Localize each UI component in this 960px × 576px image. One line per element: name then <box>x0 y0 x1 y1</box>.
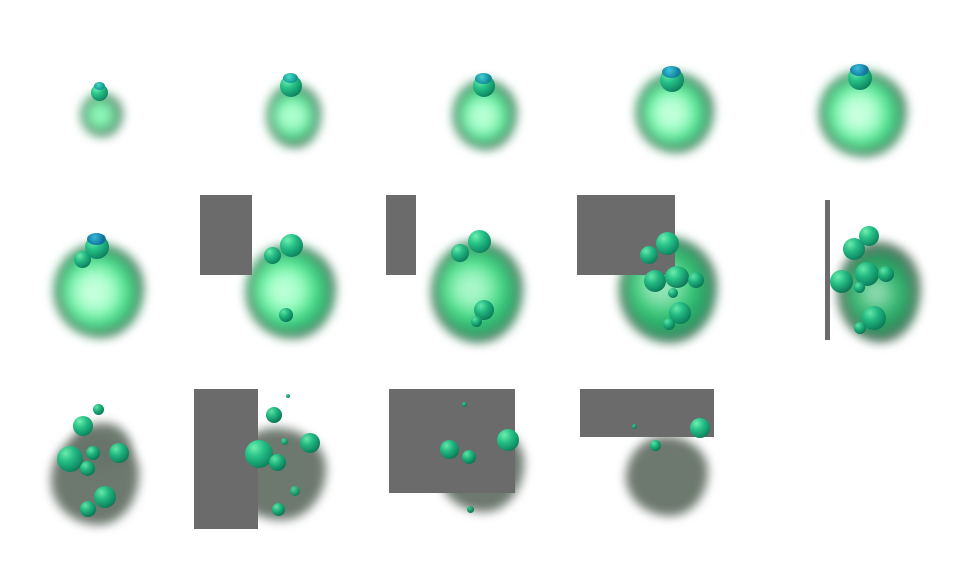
bead <box>73 416 93 436</box>
bead <box>830 270 853 293</box>
spheroid-render-r3c4 <box>570 380 740 530</box>
spheroid-render-r2c5 <box>800 190 960 355</box>
bead <box>94 486 116 508</box>
bead <box>440 440 459 459</box>
occlusion-bar <box>825 200 830 340</box>
occlusion-mask <box>200 195 252 275</box>
bead <box>109 443 129 463</box>
bead <box>467 506 474 513</box>
bead <box>462 402 467 407</box>
fluorescence-core-inner <box>71 265 121 317</box>
bead <box>688 272 704 288</box>
bead-cap <box>94 82 105 90</box>
bead <box>286 394 290 398</box>
panel-r3c4[interactable] <box>570 380 740 530</box>
bead-cap <box>662 66 681 78</box>
bead <box>264 247 281 264</box>
bead <box>290 486 300 496</box>
panel-r1c2[interactable] <box>250 55 380 175</box>
bead <box>859 226 879 246</box>
bead <box>86 446 100 460</box>
panel-r1c3[interactable] <box>440 55 570 175</box>
bead-cap <box>850 64 869 76</box>
spheroid-render-r3c3 <box>380 380 550 530</box>
bead <box>80 501 96 517</box>
bead <box>245 440 273 468</box>
fluorescence-core-inner <box>651 90 693 136</box>
spheroid-render-r1c5 <box>810 50 955 175</box>
bead <box>650 440 661 451</box>
bead <box>669 302 691 324</box>
fluorescence-core-inner <box>90 104 110 124</box>
panel-r2c3[interactable] <box>380 190 540 355</box>
bead-cap <box>475 73 492 84</box>
bead <box>663 318 675 330</box>
panel-r1c1[interactable] <box>60 60 180 170</box>
spheroid-render-r2c1 <box>45 225 185 355</box>
bead <box>668 288 678 298</box>
bead <box>279 308 293 322</box>
spheroid-render-r2c2 <box>190 190 350 355</box>
bead <box>272 503 285 516</box>
spheroid-render-r1c1 <box>60 60 180 170</box>
bead <box>656 232 679 255</box>
bead <box>281 438 288 445</box>
bead <box>57 446 83 472</box>
panel-r2c1[interactable] <box>45 225 185 355</box>
panel-r3c1[interactable] <box>35 385 195 540</box>
spheroid-render-r3c1 <box>35 385 195 540</box>
panel-r3c3[interactable] <box>380 380 550 530</box>
panel-r2c4[interactable] <box>570 190 740 355</box>
bead <box>474 300 494 320</box>
spheroid-render-r2c3 <box>380 190 540 355</box>
bead <box>640 246 658 264</box>
bead <box>266 407 282 423</box>
bead <box>451 244 469 262</box>
bead <box>471 316 482 327</box>
spheroid-render-r1c2 <box>250 55 380 175</box>
bead <box>843 238 865 260</box>
bead <box>878 266 894 282</box>
bead <box>280 234 303 257</box>
bead <box>300 433 320 453</box>
bead <box>854 322 866 334</box>
bead <box>269 454 286 471</box>
spheroid-render-r3c5 <box>800 380 950 530</box>
panel-r1c5[interactable] <box>810 50 955 175</box>
spheroid-render-r3c2 <box>190 380 350 540</box>
bead <box>862 306 886 330</box>
bead <box>665 266 689 288</box>
spheroid-render-r1c3 <box>440 55 570 175</box>
bead <box>468 230 491 253</box>
bead-cap <box>87 233 106 245</box>
panel-r3c5[interactable] <box>800 380 950 530</box>
bead <box>80 461 95 476</box>
panel-r2c5[interactable] <box>800 190 960 355</box>
spheroid-render-r2c4 <box>570 190 740 355</box>
bead <box>462 450 476 464</box>
bead <box>690 418 710 438</box>
panel-r1c4[interactable] <box>625 50 765 175</box>
fluorescence-core-inner <box>466 97 500 137</box>
bead <box>644 270 666 292</box>
fluorescence-core-inner <box>836 88 884 138</box>
panel-r3c2[interactable] <box>190 380 350 540</box>
bead <box>497 429 519 451</box>
spheroid-render-r1c4 <box>625 50 765 175</box>
bead <box>93 404 104 415</box>
bead <box>74 251 91 268</box>
fluorescence-core-inner <box>262 266 310 314</box>
bead <box>854 282 865 293</box>
bead <box>632 424 637 429</box>
fluorescence-core-inner <box>277 99 307 133</box>
panel-r2c2[interactable] <box>190 190 350 355</box>
occlusion-mask <box>386 195 416 275</box>
spheroid-mass <box>626 436 708 516</box>
bead-cap <box>283 73 298 83</box>
